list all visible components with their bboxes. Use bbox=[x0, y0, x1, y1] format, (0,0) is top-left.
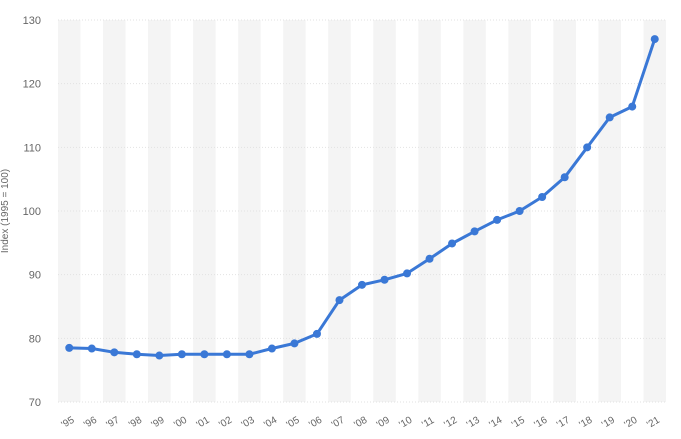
y-axis-ticks: 70 80 90 100 110 120 130 bbox=[23, 15, 41, 409]
data-point bbox=[133, 350, 141, 358]
x-tick-label: '10 bbox=[397, 415, 414, 431]
data-point bbox=[651, 35, 659, 43]
x-tick-label: '95 bbox=[60, 415, 77, 431]
y-tick-label: 110 bbox=[23, 142, 41, 154]
x-tick-label: '19 bbox=[600, 415, 617, 431]
data-point bbox=[426, 255, 434, 263]
data-point bbox=[471, 227, 479, 235]
data-point bbox=[65, 344, 73, 352]
data-point bbox=[290, 339, 298, 347]
data-point bbox=[223, 350, 231, 358]
data-point bbox=[358, 281, 366, 289]
data-point bbox=[178, 350, 186, 358]
x-tick-label: '15 bbox=[510, 415, 527, 431]
x-tick-label: '18 bbox=[578, 415, 595, 431]
x-tick-label: '07 bbox=[330, 415, 347, 431]
y-tick-label: 90 bbox=[29, 270, 41, 282]
x-tick-label: '03 bbox=[240, 415, 257, 431]
x-tick-label: '21 bbox=[645, 415, 662, 431]
x-tick-label: '05 bbox=[285, 415, 302, 431]
y-tick-label: 80 bbox=[29, 333, 41, 345]
data-point bbox=[403, 269, 411, 277]
x-tick-label: '99 bbox=[150, 415, 167, 431]
x-tick-label: '12 bbox=[442, 415, 459, 431]
data-point bbox=[200, 350, 208, 358]
data-point bbox=[628, 103, 636, 111]
x-tick-label: '06 bbox=[307, 415, 324, 431]
x-tick-label: '98 bbox=[127, 415, 144, 431]
data-point bbox=[268, 345, 276, 353]
x-tick-label: '11 bbox=[420, 415, 437, 431]
data-point bbox=[88, 345, 96, 353]
x-tick-label: '97 bbox=[105, 415, 122, 431]
data-point bbox=[561, 173, 569, 181]
data-point bbox=[538, 193, 546, 201]
data-point bbox=[381, 276, 389, 284]
x-tick-label: '17 bbox=[555, 415, 572, 431]
x-tick-label: '20 bbox=[623, 415, 640, 431]
x-tick-label: '96 bbox=[82, 415, 99, 431]
x-tick-label: '14 bbox=[487, 415, 504, 431]
data-point bbox=[155, 352, 163, 360]
data-point bbox=[335, 296, 343, 304]
y-axis-label: Index (1995 = 100) bbox=[0, 169, 11, 253]
data-point bbox=[448, 239, 456, 247]
x-tick-label: '02 bbox=[217, 415, 234, 431]
data-point bbox=[493, 216, 501, 224]
x-axis-ticks: '95 '96 '97 '98 '99 '00 '01 '02 '03 '04 '05 '06 '07 '… bbox=[60, 415, 663, 431]
y-tick-label: 100 bbox=[23, 206, 41, 218]
x-tick-label: '08 bbox=[352, 415, 369, 431]
x-tick-label: '04 bbox=[262, 415, 279, 431]
data-point bbox=[313, 330, 321, 338]
x-tick-label: '01 bbox=[195, 415, 212, 431]
data-point bbox=[245, 350, 253, 358]
data-point bbox=[110, 348, 118, 356]
x-tick-label: '00 bbox=[172, 415, 189, 431]
x-tick-label: '13 bbox=[465, 415, 482, 431]
data-point bbox=[606, 113, 614, 121]
x-tick-label: '16 bbox=[532, 415, 549, 431]
y-tick-label: 120 bbox=[23, 79, 41, 91]
y-tick-label: 70 bbox=[29, 397, 41, 409]
data-point bbox=[516, 207, 524, 215]
data-point bbox=[583, 143, 591, 151]
y-tick-label: 130 bbox=[23, 15, 41, 27]
x-tick-label: '09 bbox=[375, 415, 392, 431]
